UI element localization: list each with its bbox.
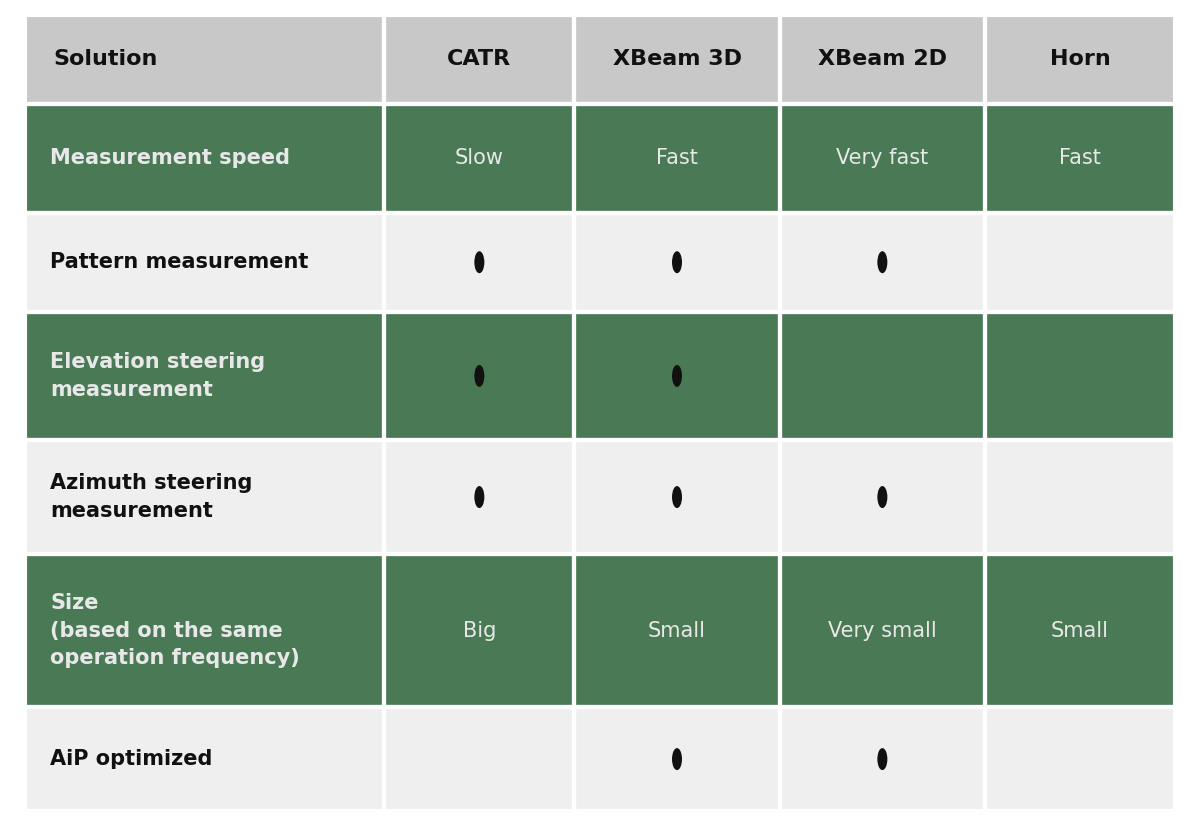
Bar [25,213,384,311]
Text: Horn: Horn [1050,50,1110,69]
Bar [386,709,572,809]
Bar [575,440,780,554]
Bar [25,554,384,707]
Bar [386,214,572,310]
Text: Size
(based on the same
operation frequency): Size (based on the same operation freque… [50,593,300,667]
Bar [576,214,778,310]
Bar [986,709,1174,809]
Bar [781,214,984,310]
Text: Very fast: Very fast [836,149,929,169]
Text: Measurement speed: Measurement speed [50,149,290,169]
Bar [25,440,384,554]
Bar [780,104,985,213]
Text: Pattern measurement: Pattern measurement [50,252,308,273]
Bar [780,311,985,440]
Text: Azimuth steering
measurement: Azimuth steering measurement [50,473,252,520]
Bar [386,17,572,102]
Text: CATR: CATR [448,50,511,69]
Bar [575,213,780,311]
Bar [986,442,1174,553]
Bar [780,15,985,104]
Text: Solution: Solution [54,50,158,69]
Ellipse shape [474,486,485,508]
Bar [985,104,1175,213]
Bar [575,707,780,811]
Bar [985,213,1175,311]
Text: Slow: Slow [455,149,504,169]
Text: XBeam 2D: XBeam 2D [818,50,947,69]
Bar [576,17,778,102]
Bar [386,442,572,553]
Bar [780,707,985,811]
Bar [26,555,383,705]
Ellipse shape [672,365,682,387]
Bar [384,104,575,213]
Bar [384,213,575,311]
Bar [384,440,575,554]
Text: Small: Small [1051,620,1109,640]
Bar [386,313,572,439]
Bar [986,214,1174,310]
Bar [781,709,984,809]
Bar [985,15,1175,104]
Bar [575,104,780,213]
Bar [780,440,985,554]
Bar [386,555,572,705]
Bar [26,17,383,102]
Bar [26,106,383,211]
Text: Small: Small [648,620,706,640]
Bar [384,554,575,707]
Bar [781,17,984,102]
Bar [576,442,778,553]
Bar [576,106,778,211]
Bar [781,555,984,705]
Bar [26,214,383,310]
Bar [25,707,384,811]
Text: XBeam 3D: XBeam 3D [612,50,742,69]
Bar [781,442,984,553]
Bar [26,442,383,553]
Bar [986,17,1174,102]
Ellipse shape [877,486,887,508]
Ellipse shape [672,486,682,508]
Bar [576,709,778,809]
Bar [575,311,780,440]
Bar [576,313,778,439]
Bar [986,106,1174,211]
Bar [985,554,1175,707]
Bar [985,440,1175,554]
Bar [26,313,383,439]
Text: AiP optimized: AiP optimized [50,749,212,769]
Bar [25,311,384,440]
Bar [781,106,984,211]
Text: Fast: Fast [656,149,698,169]
Ellipse shape [672,748,682,770]
Bar [384,15,575,104]
Bar [575,554,780,707]
Bar [985,311,1175,440]
Bar [985,707,1175,811]
Ellipse shape [877,748,887,770]
Bar [780,213,985,311]
Text: Elevation steering
measurement: Elevation steering measurement [50,353,265,400]
Text: Big: Big [463,620,496,640]
Bar [384,311,575,440]
Bar [386,106,572,211]
Text: Fast: Fast [1060,149,1100,169]
Ellipse shape [877,251,887,273]
Bar [986,555,1174,705]
Bar [384,707,575,811]
Ellipse shape [474,365,485,387]
Bar [986,313,1174,439]
Bar [781,313,984,439]
Bar [25,104,384,213]
Ellipse shape [474,251,485,273]
Bar [780,554,985,707]
Bar [26,709,383,809]
Bar [25,15,384,104]
Text: Very small: Very small [828,620,937,640]
Bar [575,15,780,104]
Ellipse shape [672,251,682,273]
Bar [576,555,778,705]
